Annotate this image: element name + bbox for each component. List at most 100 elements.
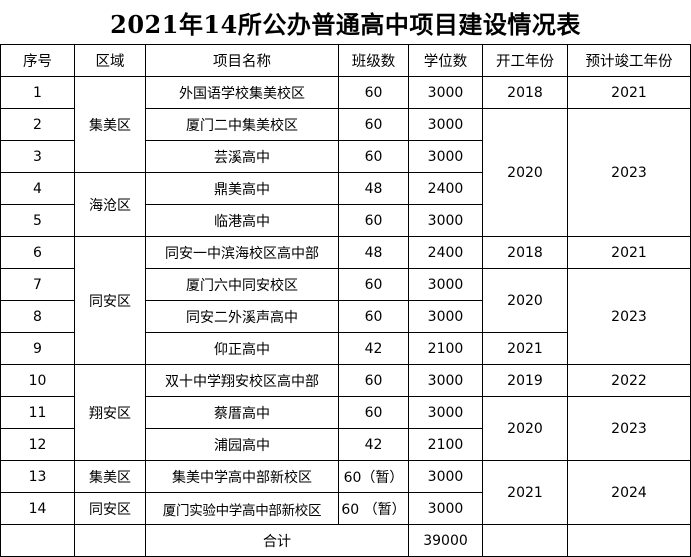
cell-seats: 2100	[408, 428, 483, 461]
cell-region: 翔安区	[74, 364, 146, 461]
cell-classes: 42	[338, 332, 409, 365]
cell-seats: 3000	[408, 492, 483, 525]
cell-classes: 60	[338, 140, 409, 173]
cell-name: 同安一中滨海校区高中部	[145, 236, 339, 269]
cell-seats: 3000	[408, 268, 483, 301]
header-name: 项目名称	[145, 44, 339, 77]
cell-seats: 3000	[408, 204, 483, 237]
cell-no: 6	[0, 236, 75, 269]
cell-seats: 3000	[408, 396, 483, 429]
cell-name: 芸溪高中	[145, 140, 339, 173]
cell-classes: 60	[338, 364, 409, 397]
cell-name: 厦门六中同安校区	[145, 268, 339, 301]
cell-seats: 3000	[408, 300, 483, 333]
cell-no: 5	[0, 204, 75, 237]
cell-classes: 60 （暂）	[338, 492, 409, 525]
cell-classes: 60	[338, 396, 409, 429]
cell-start-year: 2019	[482, 364, 568, 397]
cell-start-year: 2018	[482, 76, 568, 109]
cell-classes: 60	[338, 204, 409, 237]
cell-no: 1	[0, 76, 75, 109]
table-row: 3 芸溪高中 60 3000	[0, 140, 691, 173]
cell-no: 2	[0, 108, 75, 141]
table-row: 13 集美区 集美中学高中部新校区 60（暂） 3000 2021 2024	[0, 460, 691, 525]
header-row: 序号 区域 项目名称 班级数 学位数 开工年份 预计竣工年份	[0, 44, 691, 77]
cell-name: 同安二外溪声高中	[145, 300, 339, 333]
cell-name: 厦门二中集美校区	[145, 108, 339, 141]
table-row: 4 海沧区 鼎美高中 48 2400	[0, 172, 691, 237]
cell-region: 海沧区	[74, 172, 146, 237]
cell-no: 4	[0, 172, 75, 205]
cell-seats: 3000	[408, 460, 483, 493]
table-row: 5 临港高中 60 3000	[0, 204, 691, 237]
cell-name: 浦园高中	[145, 428, 339, 461]
cell-name: 蔡厝高中	[145, 396, 339, 429]
total-row: 合计 39000	[0, 524, 691, 557]
header-classes: 班级数	[338, 44, 409, 77]
cell-no: 11	[0, 396, 75, 429]
table-row: 12 浦园高中 42 2100	[0, 428, 691, 461]
table-row: 11 蔡厝高中 60 3000 2020 2023	[0, 396, 691, 461]
header-seats: 学位数	[408, 44, 483, 77]
cell-name: 双十中学翔安校区高中部	[145, 364, 339, 397]
cell-end-year: 2023	[567, 268, 691, 365]
header-start-year: 开工年份	[482, 44, 568, 77]
cell-classes: 48	[338, 236, 409, 269]
cell-end-year: 2021	[567, 76, 691, 109]
header-no: 序号	[0, 44, 75, 77]
cell-empty	[482, 524, 568, 557]
cell-empty	[0, 524, 75, 557]
cell-end-year: 2021	[567, 236, 691, 269]
cell-end-year: 2022	[567, 364, 691, 397]
total-seats: 39000	[408, 524, 483, 557]
cell-no: 13	[0, 460, 75, 493]
cell-name: 仰正高中	[145, 332, 339, 365]
header-end-year: 预计竣工年份	[567, 44, 691, 77]
cell-end-year: 2024	[567, 460, 691, 525]
cell-start-year: 2020	[482, 396, 568, 461]
cell-no: 8	[0, 300, 75, 333]
cell-classes: 60	[338, 76, 409, 109]
cell-empty	[74, 524, 146, 557]
cell-seats: 3000	[408, 364, 483, 397]
cell-start-year: 2020	[482, 268, 568, 333]
table-row: 6 同安区 同安一中滨海校区高中部 48 2400 2018 2021	[0, 236, 691, 365]
cell-name: 鼎美高中	[145, 172, 339, 205]
cell-classes: 60	[338, 108, 409, 141]
cell-empty	[567, 524, 691, 557]
table-row: 7 厦门六中同安校区 60 3000 2020 2023	[0, 268, 691, 365]
cell-name: 外国语学校集美校区	[145, 76, 339, 109]
cell-start-year: 2018	[482, 236, 568, 269]
cell-classes: 42	[338, 428, 409, 461]
table-row: 2 厦门二中集美校区 60 3000 2020 2023	[0, 108, 691, 237]
project-table: 序号 区域 项目名称 班级数 学位数 开工年份 预计竣工年份 1 集美区 外国语…	[0, 44, 691, 557]
cell-name: 临港高中	[145, 204, 339, 237]
table-row: 10 翔安区 双十中学翔安校区高中部 60 3000 2019 2022	[0, 364, 691, 461]
header-region: 区域	[74, 44, 146, 77]
cell-classes: 48	[338, 172, 409, 205]
cell-end-year: 2023	[567, 108, 691, 237]
cell-seats: 3000	[408, 76, 483, 109]
total-label: 合计	[145, 524, 409, 557]
cell-region: 集美区	[74, 460, 146, 493]
cell-region: 同安区	[74, 236, 146, 365]
table-title: 2021年14所公办普通高中项目建设情况表	[110, 9, 581, 39]
cell-no: 9	[0, 332, 75, 365]
cell-region: 集美区	[74, 76, 146, 173]
cell-classes: 60	[338, 300, 409, 333]
cell-no: 10	[0, 364, 75, 397]
cell-name: 集美中学高中部新校区	[145, 460, 339, 493]
cell-region: 同安区	[74, 492, 146, 525]
cell-classes: 60（暂）	[338, 460, 409, 493]
table-row: 8 同安二外溪声高中 60 3000	[0, 300, 691, 333]
table-row: 1 集美区 外国语学校集美校区 60 3000 2018 2021	[0, 76, 691, 173]
cell-no: 7	[0, 268, 75, 301]
cell-classes: 60	[338, 268, 409, 301]
table-row: 14 同安区 厦门实验中学高中部新校区 60 （暂） 3000	[0, 492, 691, 525]
cell-start-year: 2020	[482, 108, 568, 237]
cell-no: 14	[0, 492, 75, 525]
cell-seats: 2100	[408, 332, 483, 365]
cell-name: 厦门实验中学高中部新校区	[145, 492, 339, 525]
cell-no: 12	[0, 428, 75, 461]
